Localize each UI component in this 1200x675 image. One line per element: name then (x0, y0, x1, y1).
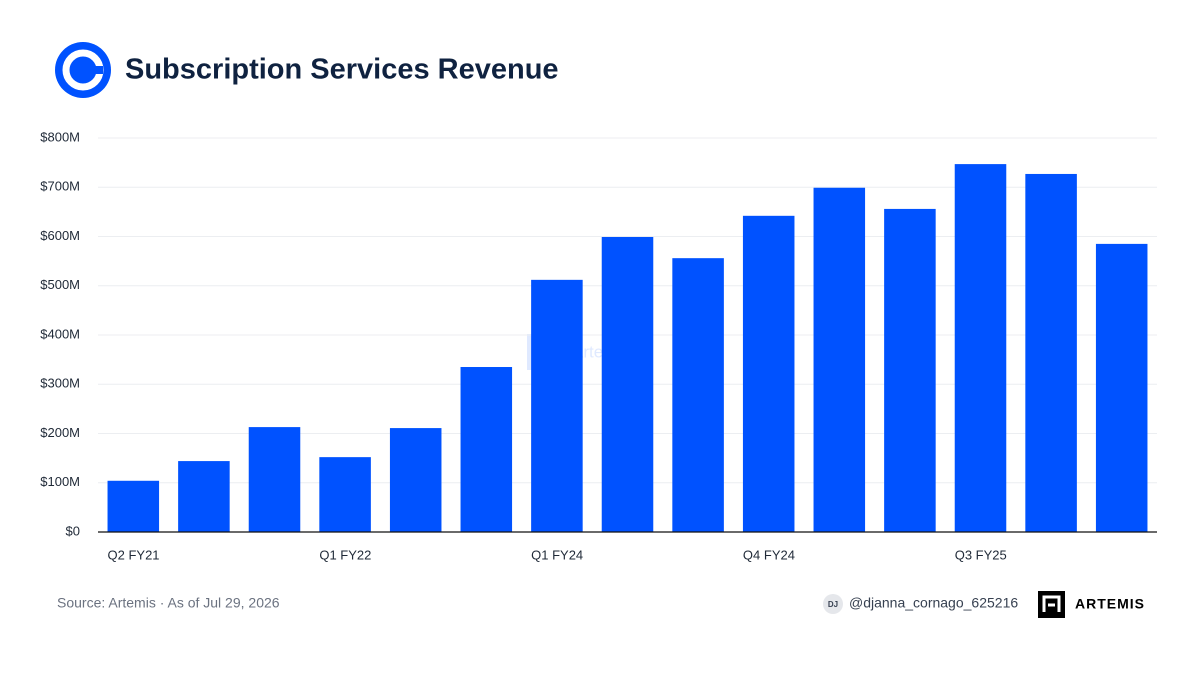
bar (460, 367, 513, 532)
x-tick-label: Q3 FY25 (955, 547, 1007, 562)
y-tick-label: $100M (40, 474, 80, 489)
brand-logo-mark (1042, 595, 1061, 612)
bar (248, 427, 301, 532)
bar (672, 258, 724, 532)
x-tick-label: Q2 FY21 (108, 547, 160, 562)
bar (389, 428, 442, 532)
y-tick-label: $300M (40, 376, 80, 391)
bar (954, 164, 1007, 533)
handle: @djanna_cornago_625216 (849, 595, 1018, 611)
y-tick-label: $800M (40, 129, 80, 144)
bar (601, 236, 654, 532)
bar (107, 480, 160, 532)
y-tick-label: $700M (40, 179, 80, 194)
avatar-text: DJ (828, 600, 838, 609)
bar (813, 187, 866, 532)
y-tick-label: $0 (66, 523, 80, 538)
avatar (823, 594, 843, 614)
x-tick-label: Q1 FY22 (319, 547, 371, 562)
bar (531, 279, 583, 532)
logo (55, 42, 111, 98)
y-tick-label: $600M (40, 228, 80, 243)
bar (742, 215, 795, 532)
y-tick-label: $400M (40, 326, 80, 341)
bar (1025, 173, 1077, 532)
bar (178, 461, 230, 532)
bar (319, 457, 371, 532)
brand: ARTEMIS (1075, 596, 1145, 612)
y-tick-label: $200M (40, 425, 80, 440)
source: Source: Artemis · As of Jul 29, 2026 (57, 595, 280, 611)
bar (884, 208, 936, 533)
chart-title: Subscription Services Revenue (125, 54, 559, 86)
y-tick-label: $500M (40, 277, 80, 292)
x-tick-label: Q4 FY24 (743, 547, 795, 562)
x-tick-label: Q1 FY24 (531, 547, 583, 562)
bar (1095, 243, 1148, 532)
